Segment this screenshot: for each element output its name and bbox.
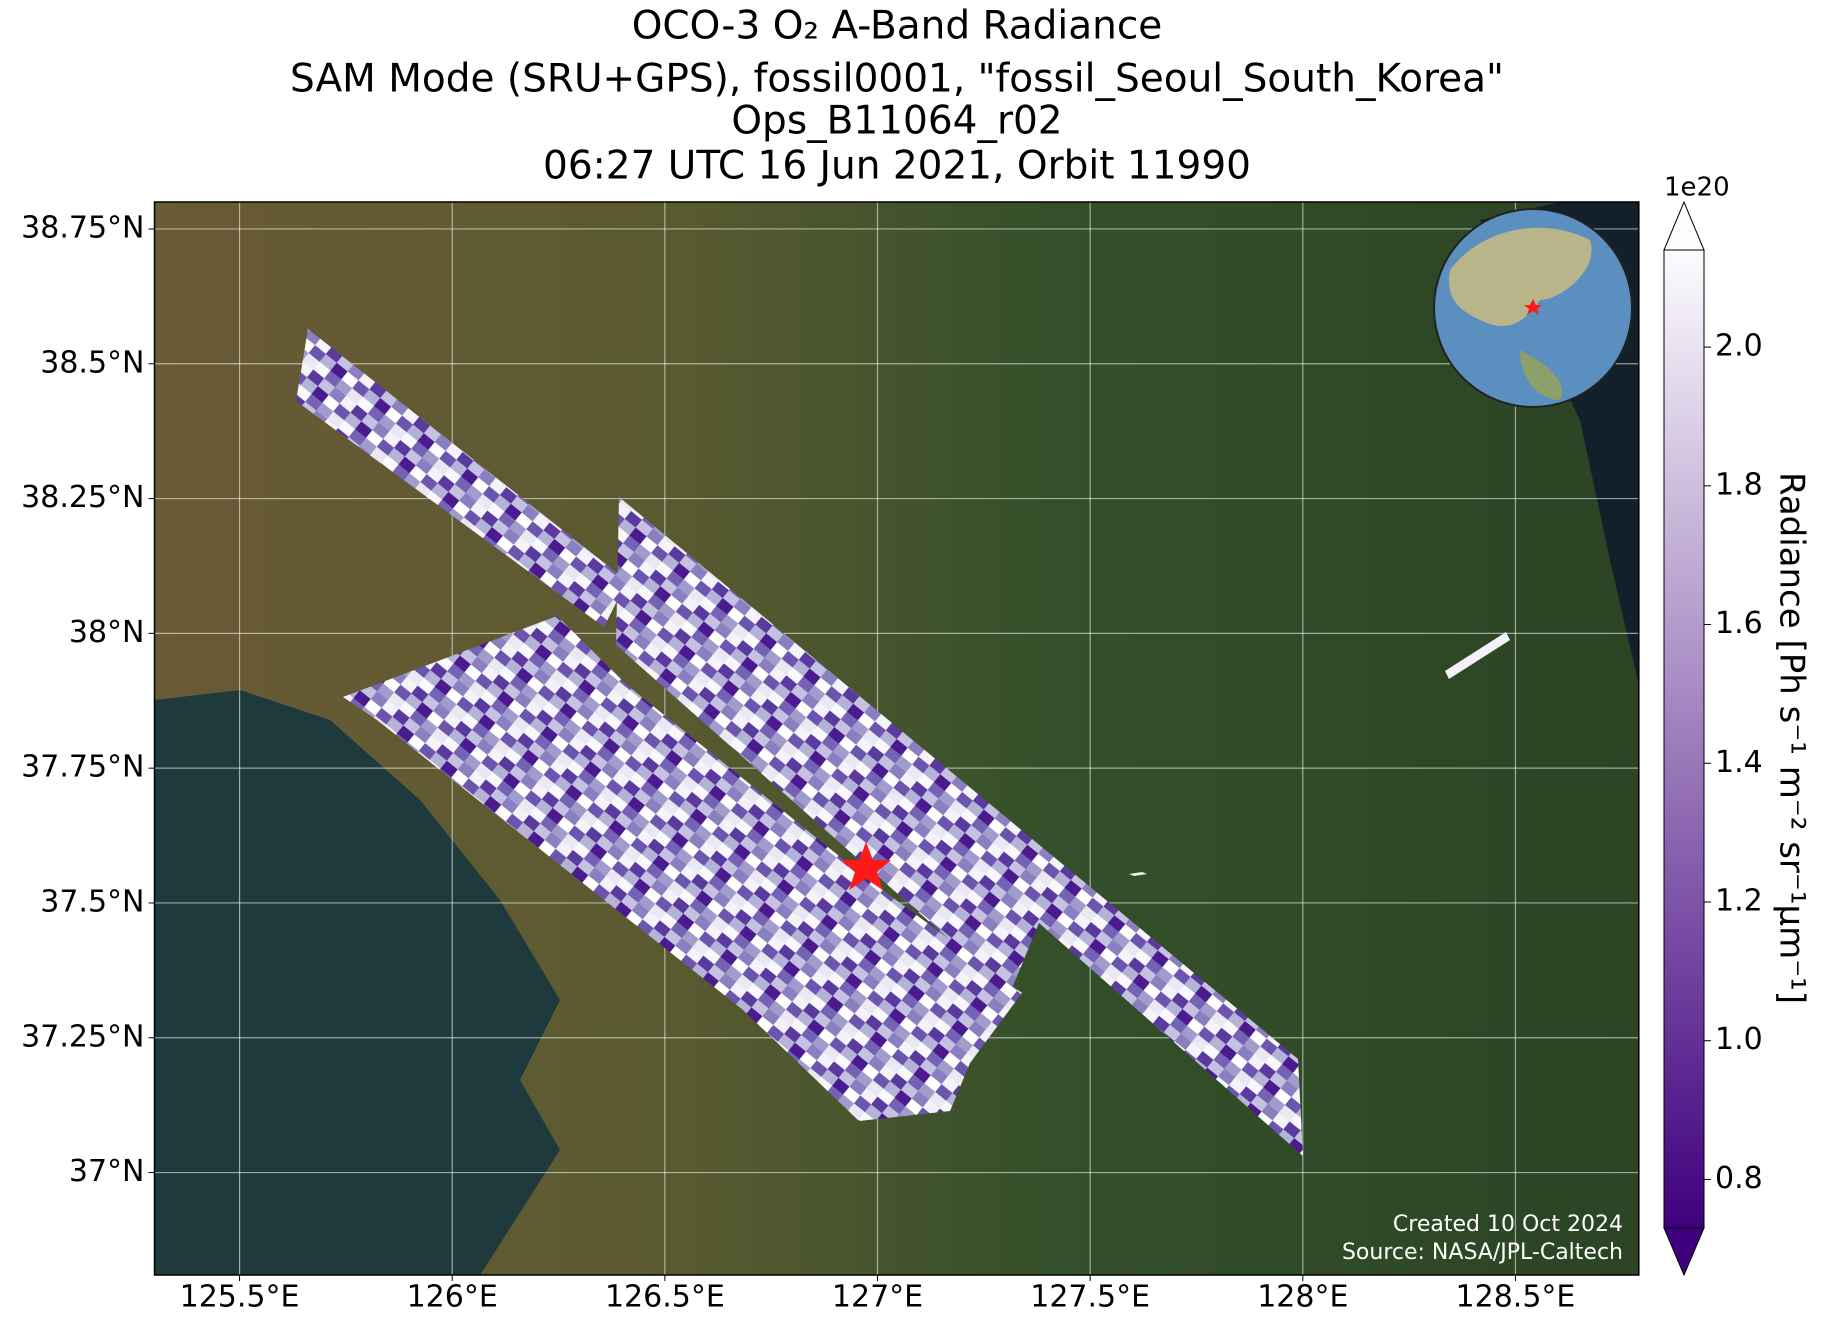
x-tick-label: 127.5°E — [1030, 1280, 1150, 1315]
globe-star — [1524, 299, 1542, 315]
swath — [1445, 632, 1510, 679]
x-tick-label: 127°E — [832, 1280, 923, 1315]
y-tick-label: 37.75°N — [21, 750, 144, 785]
x-tick-label: 128.5°E — [1456, 1280, 1576, 1315]
subtitle: SAM Mode (SRU+GPS), fossil0001, "fossil_… — [290, 57, 1504, 102]
y-tick-label: 38.25°N — [21, 480, 144, 515]
colorbar-extend-min — [1663, 1227, 1705, 1277]
map: Created 10 Oct 2024 Source: NASA/JPL-Cal… — [154, 202, 1639, 1275]
swath — [343, 616, 1022, 1121]
x-tick-label: 125.5°E — [180, 1280, 300, 1315]
colorbar-label: Radiance [Ph s⁻¹ m⁻² sr⁻¹μm⁻¹] — [1772, 472, 1812, 1004]
globe-land — [1449, 227, 1592, 326]
y-tick-label: 38.5°N — [40, 345, 144, 380]
colorbar-tick-label: 1.4 — [1715, 745, 1763, 780]
y-tick-label: 37°N — [69, 1154, 145, 1189]
grid — [154, 202, 1639, 1275]
swath — [1129, 872, 1147, 876]
colorbar-extend-max — [1663, 200, 1705, 251]
swath — [296, 329, 627, 627]
y-tick-label: 37.5°N — [40, 884, 144, 919]
subtitle: Ops_B11064_r02 — [731, 99, 1062, 144]
target-star — [841, 842, 891, 890]
y-tick-label: 37.25°N — [21, 1019, 144, 1054]
x-tick-label: 128°E — [1257, 1280, 1348, 1315]
colorbar-tick-label: 1.0 — [1715, 1022, 1763, 1057]
x-tick-label: 126°E — [407, 1280, 498, 1315]
map-frame — [153, 201, 1640, 1276]
credit: Created 10 Oct 2024 — [1393, 1212, 1623, 1237]
colorbar-tick-label: 2.0 — [1715, 329, 1763, 364]
colorbar-tick-label: 1.6 — [1715, 606, 1763, 641]
y-tick-label: 38°N — [69, 615, 145, 650]
globe-land — [1520, 350, 1562, 400]
colorbar-tick-label: 1.8 — [1715, 467, 1763, 502]
x-tick-label: 126.5°E — [605, 1280, 725, 1315]
credit: Source: NASA/JPL-Caltech — [1342, 1240, 1623, 1265]
colorbar-tick-label: 0.8 — [1715, 1161, 1763, 1196]
globe-inset — [1433, 208, 1633, 408]
title: OCO-3 O₂ A-Band Radiance — [632, 4, 1163, 49]
colorbar: 1e20 Radiance [Ph s⁻¹ m⁻² sr⁻¹μm⁻¹] — [1663, 173, 1812, 1277]
y-tick-label: 38.75°N — [21, 210, 144, 245]
sea — [154, 690, 560, 1275]
swath — [616, 497, 1303, 1156]
colorbar-tick-label: 1.2 — [1715, 884, 1763, 919]
colorbar-offset: 1e20 — [1664, 173, 1730, 203]
subtitle: 06:27 UTC 16 Jun 2021, Orbit 11990 — [543, 144, 1251, 189]
title-block: OCO-3 O₂ A-Band Radiance SAM Mode (SRU+G… — [290, 4, 1504, 189]
colorbar-body — [1663, 249, 1705, 1229]
